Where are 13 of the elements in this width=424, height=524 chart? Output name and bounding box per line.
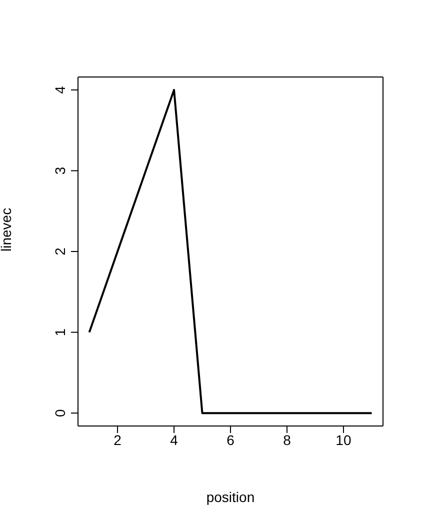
y-tick-label: 3 — [52, 166, 68, 175]
y-tick-label: 4 — [52, 86, 68, 94]
x-axis-title: position — [206, 489, 255, 505]
x-tick-label: 10 — [336, 432, 352, 448]
x-tick-label: 4 — [170, 432, 178, 448]
y-tick-label: 1 — [52, 328, 68, 336]
y-tick-label: 2 — [52, 247, 68, 256]
x-tick-label: 6 — [226, 432, 235, 448]
x-tick-label: 2 — [114, 432, 122, 448]
line-series — [88, 88, 373, 414]
x-tick-label: 8 — [283, 432, 292, 448]
y-axis-title: linevec — [0, 208, 14, 252]
y-tick-label: 0 — [52, 408, 68, 417]
